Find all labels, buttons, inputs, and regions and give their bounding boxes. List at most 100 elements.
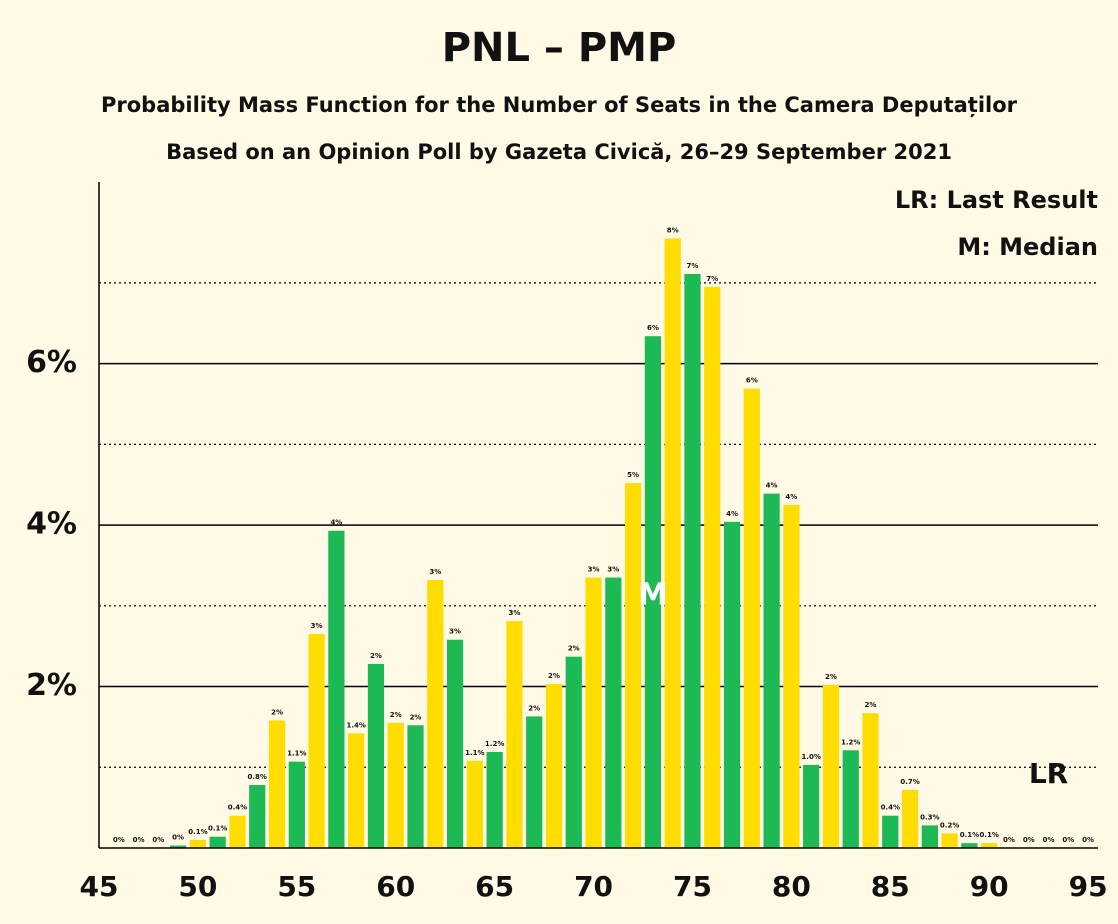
bar (427, 580, 443, 848)
bar (487, 752, 503, 848)
bar (803, 765, 819, 848)
median-marker: M (638, 578, 668, 613)
value-label: 2% (370, 652, 382, 660)
bar (506, 621, 522, 848)
bar (823, 685, 839, 848)
value-label: 6% (746, 377, 758, 385)
value-label: 7% (687, 262, 699, 270)
chart-title: PNL – PMP (442, 25, 677, 71)
value-label: 8% (667, 227, 679, 235)
bar (467, 761, 483, 848)
x-tick-label: 45 (80, 870, 119, 903)
value-label: 0% (1062, 836, 1074, 844)
bar (585, 578, 601, 848)
value-label: 3% (508, 609, 520, 617)
bar (210, 837, 226, 848)
x-tick-label: 95 (1069, 870, 1108, 903)
x-tick-label: 65 (475, 870, 514, 903)
x-tick-label: 85 (871, 870, 910, 903)
x-tick-label: 55 (277, 870, 316, 903)
bar (882, 816, 898, 848)
bar (704, 287, 720, 848)
bar (447, 640, 463, 848)
value-label: 0.8% (248, 773, 267, 781)
value-label: 2% (410, 713, 422, 721)
x-tick-label: 70 (574, 870, 613, 903)
bar (724, 522, 740, 848)
bar (665, 239, 681, 848)
value-label: 7% (706, 275, 718, 283)
bar (566, 657, 582, 848)
y-tick-label: 6% (26, 345, 77, 380)
bar (902, 790, 918, 848)
value-label: 0% (1023, 836, 1035, 844)
value-label: 3% (588, 566, 600, 574)
bar (546, 684, 562, 848)
value-label: 2% (865, 701, 877, 709)
value-label: 3% (311, 622, 323, 630)
value-label: 4% (726, 510, 738, 518)
value-label: 1.4% (346, 721, 365, 729)
x-tick-label: 75 (673, 870, 712, 903)
y-tick-label: 2% (26, 668, 77, 703)
value-label: 6% (647, 324, 659, 332)
bar (862, 713, 878, 848)
bar (407, 725, 423, 848)
x-tick-label: 90 (970, 870, 1009, 903)
value-label: 3% (429, 568, 441, 576)
value-label: 0.3% (920, 813, 939, 821)
bar (922, 825, 938, 848)
bar (526, 716, 542, 848)
value-label: 0% (1043, 836, 1055, 844)
bar (229, 816, 245, 848)
value-label: 0% (113, 836, 125, 844)
legend-entry: M: Median (957, 233, 1098, 261)
bar (942, 833, 958, 848)
value-label: 1.1% (465, 749, 484, 757)
value-label: 1.1% (287, 750, 306, 758)
bar (783, 505, 799, 848)
bar (763, 494, 779, 848)
value-label: 1.2% (841, 738, 860, 746)
bar (368, 664, 384, 848)
bar (190, 840, 206, 848)
value-label: 0% (152, 836, 164, 844)
bar (289, 762, 305, 848)
value-label: 2% (548, 672, 560, 680)
x-tick-label: 80 (772, 870, 811, 903)
bar (348, 733, 364, 848)
value-label: 0% (133, 836, 145, 844)
bar (249, 785, 265, 848)
value-label: 0.2% (940, 821, 959, 829)
value-label: 2% (528, 704, 540, 712)
value-label: 4% (785, 493, 797, 501)
bar (605, 578, 621, 848)
value-label: 0.1% (960, 831, 979, 839)
value-label: 0.1% (979, 831, 998, 839)
bar (843, 750, 859, 848)
y-tick-label: 4% (26, 507, 77, 542)
value-label: 5% (627, 471, 639, 479)
chart-subtitle: Based on an Opinion Poll by Gazeta Civic… (166, 140, 952, 164)
value-label: 2% (271, 708, 283, 716)
value-label: 0.1% (188, 828, 207, 836)
value-label: 2% (568, 645, 580, 653)
last-result-marker: LR (1029, 757, 1068, 790)
bar (625, 483, 641, 848)
bar (684, 274, 700, 848)
value-label: 4% (330, 519, 342, 527)
x-tick-label: 60 (376, 870, 415, 903)
value-label: 4% (766, 482, 778, 490)
bar (269, 720, 285, 848)
value-label: 0.4% (228, 804, 247, 812)
chart-subtitle: Probability Mass Function for the Number… (101, 93, 1018, 118)
value-label: 0% (1003, 836, 1015, 844)
value-label: 0% (172, 834, 184, 842)
value-label: 1.0% (801, 753, 820, 761)
value-label: 0.7% (900, 778, 919, 786)
value-label: 0.1% (208, 825, 227, 833)
x-tick-label: 50 (178, 870, 217, 903)
value-label: 2% (825, 673, 837, 681)
value-label: 0.4% (881, 804, 900, 812)
